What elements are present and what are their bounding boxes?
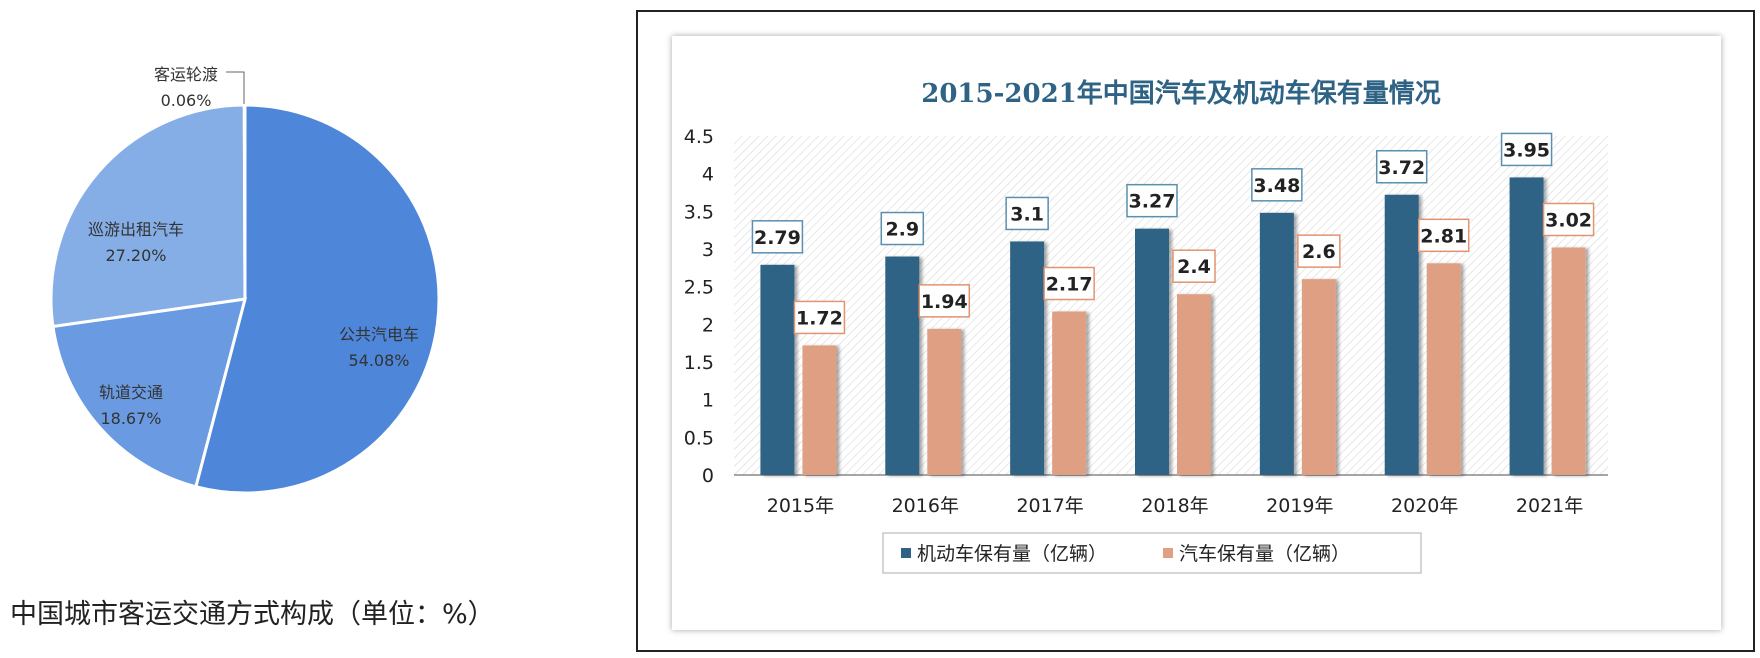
bar-cars — [802, 345, 837, 475]
pie-slice-4 — [242, 103, 247, 300]
y-tick-label: 4.5 — [684, 126, 714, 148]
data-label-box — [751, 220, 804, 254]
pie-slice-label: 轨道交通 — [99, 383, 163, 402]
y-tick-label: 3.5 — [684, 201, 714, 223]
pie-chart: 公共汽电车 54.08% 轨道交通 18.67% 巡游出租汽车 27.20% 客运轮渡 0.0… — [49, 65, 441, 495]
pie-slice-label: 客运轮渡 — [154, 65, 218, 84]
pie-slice-2 — [51, 297, 248, 489]
data-label: 3.1 — [1010, 203, 1044, 225]
y-tick-label: 4 — [702, 164, 714, 186]
data-label-box — [793, 300, 846, 335]
pie-slice-value: 27.20% — [105, 246, 166, 265]
data-label: 1.72 — [796, 307, 843, 329]
pie-chart-panel: 公共汽电车 54.08% 轨道交通 18.67% 巡游出租汽车 27.20% 客运轮渡 0.0… — [0, 0, 540, 658]
data-label-box — [918, 284, 971, 318]
data-label-box — [1375, 150, 1428, 184]
pie-slice-value: 54.08% — [348, 351, 409, 370]
legend-swatch — [1163, 548, 1173, 558]
legend-swatch — [901, 548, 911, 558]
data-label-box — [880, 211, 925, 246]
pie-slice-label: 巡游出租汽车 — [88, 220, 184, 239]
data-label: 2.17 — [1046, 274, 1093, 296]
x-tick-label: 2019年 — [1266, 495, 1333, 517]
pie-caption: 中国城市客运交通方式构成（单位：%） — [10, 599, 495, 630]
y-tick-label: 1.5 — [684, 352, 714, 374]
x-tick-label: 2016年 — [892, 495, 959, 517]
x-tick-label: 2017年 — [1016, 495, 1083, 517]
data-label: 2.4 — [1177, 256, 1211, 278]
legend-label: 机动车保有量（亿辆） — [917, 543, 1107, 565]
bar-chart: 2015-2021年中国汽车及机动车保有量情况 0 0.5 1 1.5 2 2.5 3 3.5 4… — [684, 78, 1608, 574]
bar-motor-vehicles — [885, 256, 920, 475]
pie-slice-value: 18.67% — [100, 409, 161, 428]
data-label-box — [1542, 202, 1595, 237]
bar-cars — [1177, 294, 1211, 475]
data-label: 3.48 — [1253, 175, 1300, 197]
data-label-box — [1005, 196, 1049, 231]
data-label-box — [1417, 218, 1470, 253]
bar-cars — [927, 328, 962, 475]
bar-cars — [1301, 279, 1336, 475]
bar-motor-vehicles — [1010, 241, 1045, 475]
data-label-box — [1126, 183, 1178, 218]
legend-box — [882, 532, 1422, 574]
bar-motor-vehicles — [1259, 212, 1294, 475]
y-tick-label: 2.5 — [684, 277, 714, 299]
data-label: 2.6 — [1302, 241, 1336, 263]
data-label-box — [1500, 132, 1553, 167]
data-label-box — [1172, 249, 1216, 283]
pie-slice-label: 公共汽电车 — [339, 325, 419, 344]
y-tick-label: 1 — [702, 390, 714, 412]
data-label-box — [1043, 266, 1095, 301]
x-tick-label: 2015年 — [767, 495, 834, 517]
bar-cars — [1426, 263, 1461, 475]
data-label: 2.81 — [1420, 225, 1467, 247]
data-label: 2.79 — [754, 227, 801, 249]
data-label: 3.27 — [1129, 191, 1176, 213]
data-label-box — [1251, 168, 1303, 202]
legend-label: 汽车保有量（亿辆） — [1179, 543, 1350, 565]
y-tick-label: 0 — [702, 465, 714, 487]
x-tick-label: 2020年 — [1391, 495, 1458, 517]
bar-motor-vehicles — [1135, 228, 1169, 475]
data-label: 3.02 — [1545, 209, 1592, 231]
y-tick-label: 2 — [702, 314, 714, 336]
bar-motor-vehicles — [1384, 194, 1419, 475]
bar-chart-panel: 2015-2021年中国汽车及机动车保有量情况 0 0.5 1 1.5 2 2.5 3 3.5 4… — [636, 10, 1755, 652]
bar-cars — [1052, 311, 1087, 475]
data-label: 1.94 — [921, 291, 968, 313]
chart-title: 2015-2021年中国汽车及机动车保有量情况 — [921, 78, 1441, 109]
data-label-box — [1297, 234, 1341, 268]
bar-cars — [1551, 247, 1586, 475]
pie-slice-3 — [49, 103, 247, 329]
bar-chart-area: 2015-2021年中国汽车及机动车保有量情况 0 0.5 1 1.5 2 2.5 3 3.5 4… — [672, 36, 1721, 630]
x-tick-label: 2021年 — [1516, 495, 1583, 517]
data-label: 2.9 — [885, 219, 919, 241]
y-tick-label: 3 — [702, 239, 714, 261]
pie-slice-value: 0.06% — [161, 91, 212, 110]
pie-slice-1 — [194, 103, 441, 495]
bar-motor-vehicles — [1509, 177, 1544, 475]
y-tick-label: 0.5 — [684, 427, 714, 449]
bar-motor-vehicles — [760, 264, 795, 475]
data-label: 3.72 — [1378, 157, 1425, 179]
x-tick-label: 2018年 — [1141, 495, 1208, 517]
pie-leader-line — [226, 71, 245, 104]
data-label: 3.95 — [1503, 139, 1550, 161]
